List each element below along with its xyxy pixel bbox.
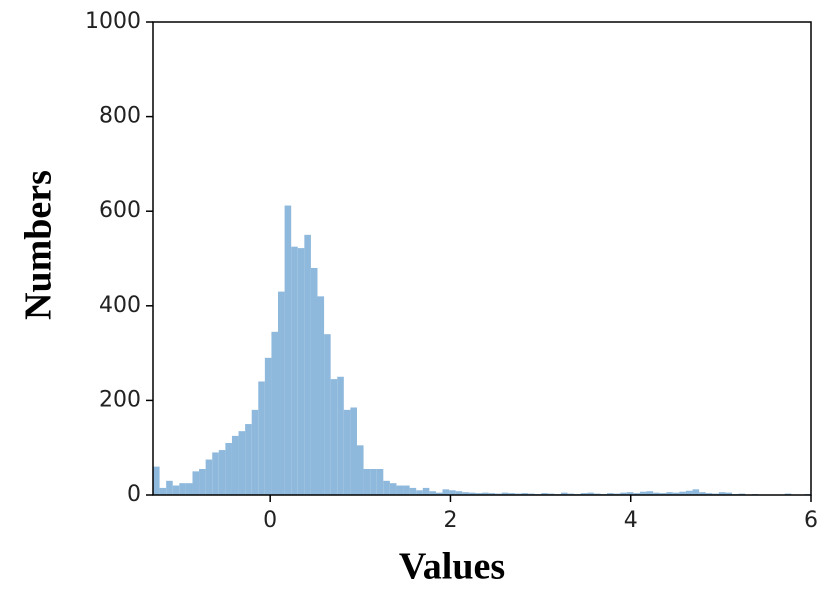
bar: [580, 493, 588, 495]
bar: [350, 407, 357, 495]
bar: [310, 267, 318, 495]
bar: [435, 492, 443, 495]
bar: [179, 483, 186, 495]
bar: [304, 234, 311, 495]
bar: [429, 491, 436, 495]
bar: [475, 493, 482, 495]
bar: [356, 445, 364, 495]
bar: [639, 491, 647, 495]
bar: [560, 492, 568, 495]
bar: [153, 466, 160, 495]
bar: [159, 487, 167, 495]
bar: [363, 468, 371, 495]
bar: [692, 489, 700, 495]
bar: [245, 424, 252, 495]
bar: [409, 487, 417, 495]
bar: [278, 291, 285, 495]
y-tick-label: 600: [99, 198, 141, 223]
bar: [646, 491, 654, 495]
bar: [587, 492, 594, 495]
bar: [725, 492, 733, 495]
bar: [225, 442, 232, 495]
bar: [370, 468, 377, 495]
bar: [297, 248, 305, 495]
bar: [672, 492, 680, 495]
bar: [422, 487, 430, 495]
bar: [383, 480, 390, 495]
bar: [699, 492, 706, 495]
plot-frame: [152, 21, 812, 496]
bar: [718, 492, 726, 495]
bar: [172, 485, 180, 495]
bar: [389, 483, 397, 495]
bar: [626, 492, 634, 495]
x-tick-label: 6: [804, 508, 818, 533]
bar: [468, 492, 476, 495]
bar: [284, 205, 292, 496]
bar: [337, 376, 344, 495]
bar: [271, 331, 279, 495]
x-axis-title: Values: [399, 546, 505, 588]
bar: [666, 492, 673, 495]
bar: [455, 491, 463, 495]
bar: [705, 493, 713, 495]
y-tick-label: 800: [99, 104, 141, 129]
bar: [488, 493, 496, 495]
bar: [501, 492, 509, 495]
bar: [482, 492, 489, 495]
bar: [212, 452, 219, 495]
x-tick-label: 2: [443, 508, 457, 533]
bar: [620, 492, 627, 495]
x-tick-label: 4: [624, 508, 638, 533]
bar: [403, 485, 410, 495]
y-tick-label: 200: [99, 387, 141, 412]
bar: [251, 409, 259, 495]
bar: [238, 431, 246, 495]
bar: [633, 493, 640, 495]
y-tick-label: 0: [127, 482, 141, 507]
bar: [449, 490, 456, 495]
bar: [199, 468, 206, 495]
bar: [205, 459, 213, 495]
bar: [659, 493, 667, 495]
bar: [166, 480, 173, 495]
bar: [508, 493, 515, 495]
bar: [521, 493, 529, 495]
x-tick-label: 0: [263, 508, 277, 533]
bar: [324, 334, 331, 495]
bar: [376, 468, 384, 495]
bar: [343, 409, 351, 495]
y-tick-label: 1000: [85, 9, 141, 34]
bar: [607, 493, 614, 495]
bar: [416, 490, 423, 495]
bar: [317, 296, 325, 495]
bar: [679, 491, 686, 495]
y-axis-title: Numbers: [18, 170, 60, 320]
bar: [396, 485, 404, 495]
bar: [192, 471, 200, 495]
bar: [291, 246, 298, 495]
bar: [258, 381, 265, 495]
bar: [685, 490, 693, 495]
bar: [653, 492, 660, 495]
bar: [462, 492, 469, 495]
bar: [330, 379, 338, 495]
bar: [541, 493, 548, 495]
bar: [218, 450, 226, 495]
bar: [264, 357, 272, 495]
y-tick-label: 400: [99, 293, 141, 318]
bar: [442, 489, 450, 495]
bar: [231, 435, 239, 495]
bar: [185, 483, 193, 495]
